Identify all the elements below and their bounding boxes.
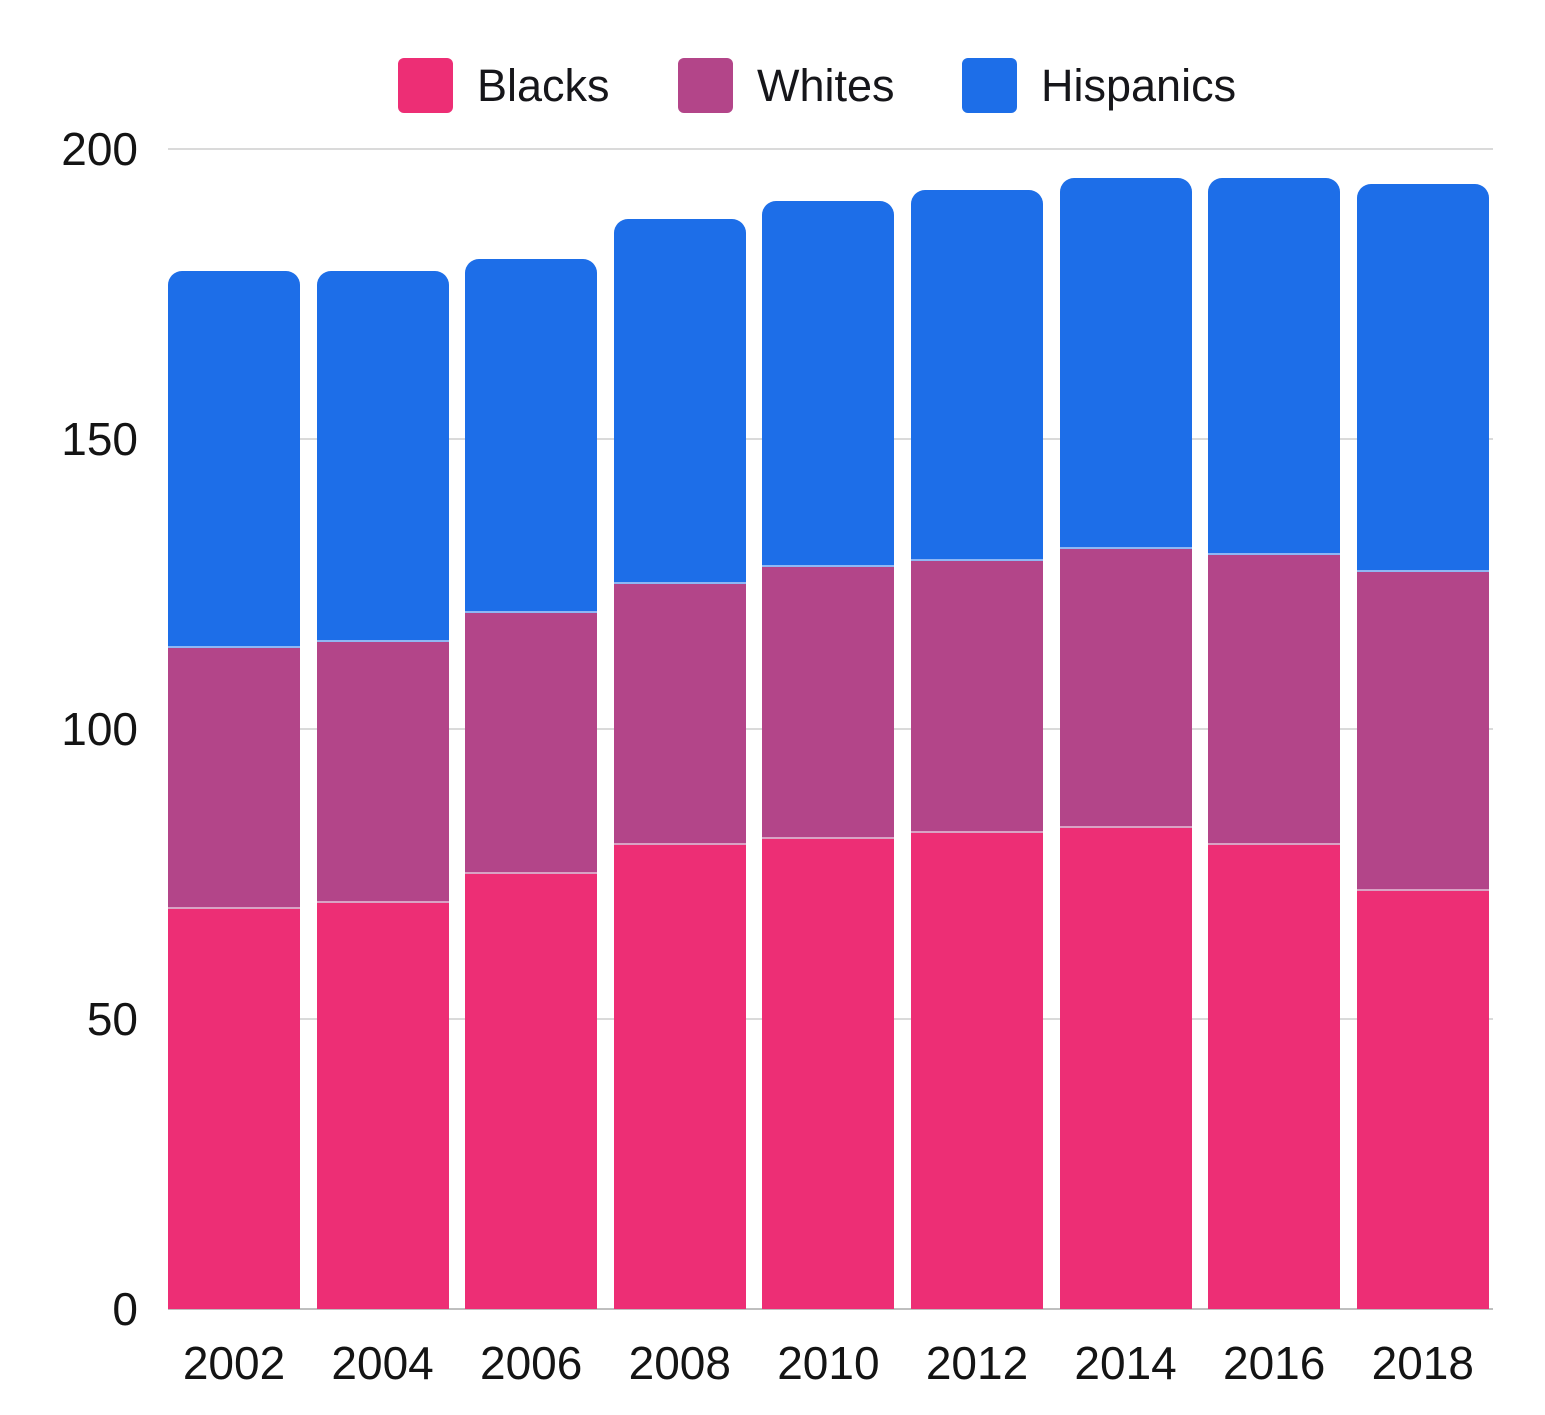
legend-swatch-blacks	[398, 57, 453, 113]
bar-segment-hispanics-2004	[316, 270, 449, 642]
bar-segment-whites-2012	[911, 560, 1043, 834]
bar-segment-whites-2018	[1356, 572, 1489, 892]
y-tick-label-100: 100	[61, 703, 138, 755]
legend-label: Whites	[757, 59, 895, 111]
bar-segment-hispanics-2014	[1059, 178, 1192, 550]
x-tick-label-2008: 2008	[628, 1337, 731, 1389]
bar-segment-blacks-2008	[613, 845, 746, 1309]
legend-swatch-whites	[678, 57, 733, 113]
x-tick-label-2012: 2012	[925, 1337, 1029, 1389]
bar-segment-whites-2004	[316, 642, 449, 903]
bar-segment-hispanics-2006	[465, 259, 598, 613]
x-tick-label-2004: 2004	[331, 1337, 434, 1389]
legend-item-whites: Whites	[678, 57, 895, 113]
legend-swatch-hispanics	[962, 57, 1017, 113]
legend-label: Hispanics	[1041, 59, 1237, 111]
bar-segment-whites-2010	[762, 566, 895, 840]
x-tick-label-2014: 2014	[1074, 1337, 1177, 1389]
bar-segment-whites-2002	[168, 647, 300, 909]
x-tick-label-2010: 2010	[777, 1337, 880, 1389]
bar-segment-blacks-2012	[911, 833, 1043, 1309]
bar-segment-hispanics-2010	[762, 201, 895, 567]
bar-segment-whites-2008	[613, 584, 746, 845]
bar-segment-blacks-2002	[168, 908, 300, 1309]
gridline-200	[168, 148, 1493, 150]
bar-segment-blacks-2014	[1059, 827, 1192, 1309]
bar-segment-blacks-2004	[316, 903, 449, 1309]
bar-segment-whites-2016	[1208, 555, 1341, 845]
y-tick-label-0: 0	[112, 1283, 138, 1335]
x-tick-label-2016: 2016	[1223, 1337, 1326, 1389]
bar-segment-blacks-2010	[762, 839, 895, 1309]
bar-segment-whites-2006	[465, 613, 598, 874]
y-tick-label-50: 50	[86, 993, 138, 1045]
bar-segment-whites-2014	[1059, 549, 1192, 828]
bar-segment-blacks-2016	[1208, 845, 1341, 1309]
bar-segment-blacks-2018	[1356, 891, 1489, 1309]
bar-segment-hispanics-2016	[1208, 178, 1341, 555]
bar-segment-blacks-2006	[465, 874, 598, 1309]
bar-segment-hispanics-2018	[1356, 183, 1489, 573]
y-tick-label-200: 200	[61, 123, 138, 175]
x-tick-label-2006: 2006	[480, 1337, 583, 1389]
x-tick-label-2002: 2002	[182, 1337, 286, 1389]
bar-segment-hispanics-2002	[168, 270, 300, 648]
bar-segment-hispanics-2008	[613, 218, 746, 584]
legend-item-blacks: Blacks	[398, 57, 610, 113]
x-tick-label-2018: 2018	[1371, 1337, 1474, 1389]
legend-item-hispanics: Hispanics	[962, 57, 1236, 113]
legend-label: Blacks	[477, 59, 610, 111]
gridline-0	[168, 1308, 1493, 1310]
y-tick-label-150: 150	[61, 413, 138, 465]
bar-segment-hispanics-2012	[911, 189, 1043, 561]
